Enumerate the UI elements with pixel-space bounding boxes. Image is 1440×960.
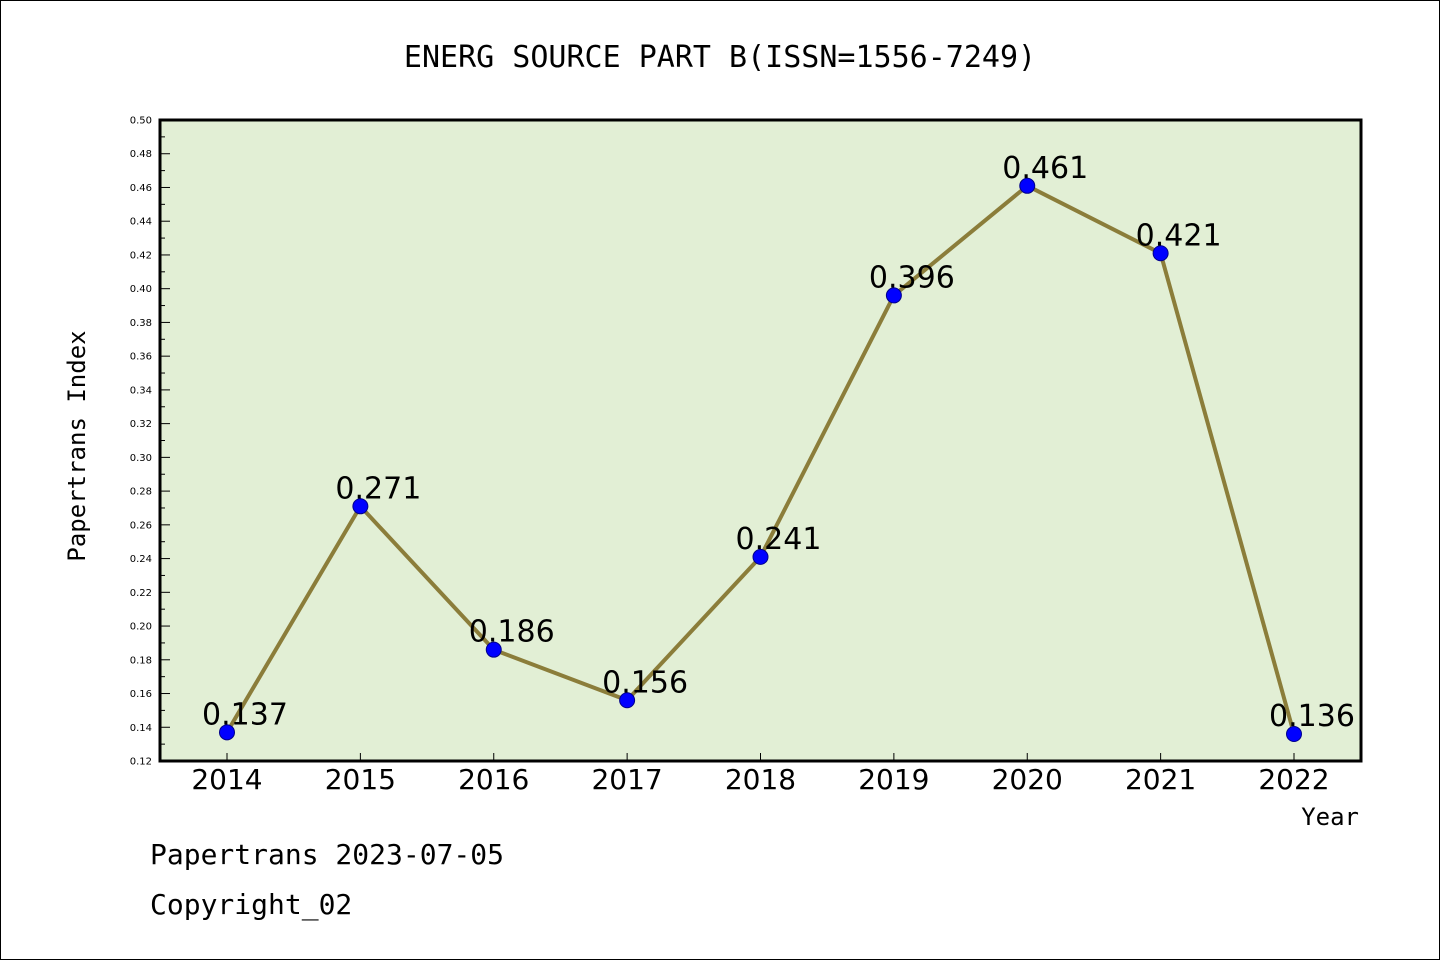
x-tick-label: 2017	[591, 763, 662, 796]
x-tick-label: 2022	[1258, 763, 1329, 796]
data-label-2022: 0.136	[1269, 699, 1355, 734]
y-axis: 0.12 0.14 0.16 0.18 0.20 0.22 0.24 0.26 0.28 0.30…	[130, 116, 170, 768]
data-point-2019	[885, 287, 902, 304]
y-tick-label: 0.14	[130, 723, 152, 734]
data-point-2020	[1019, 177, 1036, 194]
x-tick-label: 2021	[1125, 763, 1196, 796]
x-tick-label: 2015	[325, 763, 396, 796]
x-tick-label: 2014	[191, 763, 262, 796]
y-tick-label: 0.20	[130, 622, 152, 633]
y-tick-label: 0.36	[130, 352, 152, 363]
data-label-2019: 0.396	[869, 260, 955, 295]
y-tick-label: 0.12	[130, 757, 152, 768]
y-tick-label: 0.24	[130, 554, 152, 565]
series-markers	[219, 177, 1302, 743]
data-point-2018	[752, 548, 769, 565]
y-tick-label: 0.26	[130, 520, 152, 531]
data-point-2014	[219, 724, 235, 741]
x-tick-label: 2019	[858, 763, 929, 796]
y-tick-label: 0.22	[130, 588, 152, 599]
y-tick-label: 0.30	[130, 453, 152, 464]
footer-date: Papertrans 2023-07-05	[150, 838, 504, 871]
plot-area	[158, 118, 1363, 763]
y-tick-label: 0.40	[130, 284, 152, 295]
x-tick-label: 2018	[725, 763, 796, 796]
data-point-2016	[485, 641, 502, 658]
data-label-2017: 0.156	[602, 665, 688, 700]
y-tick-label: 0.32	[130, 419, 152, 430]
chart-title: ENERG SOURCE PART B(ISSN=1556-7249)	[404, 40, 1036, 75]
data-point-2015	[352, 498, 369, 515]
x-axis-label: Year	[1301, 803, 1359, 831]
y-tick-label: 0.48	[130, 149, 152, 160]
y-tick-label: 0.44	[130, 217, 152, 228]
y-tick-label: 0.16	[130, 689, 152, 700]
data-label-2018: 0.241	[736, 522, 822, 557]
y-tick-label: 0.34	[130, 385, 152, 396]
y-axis-label: Papertrans Index	[63, 330, 91, 561]
data-label-2021: 0.421	[1136, 218, 1222, 253]
y-tick-label: 0.18	[130, 655, 152, 666]
y-tick-label: 0.50	[130, 116, 152, 127]
footer-copyright: Copyright_02	[150, 888, 352, 922]
data-label-2014: 0.137	[202, 697, 288, 732]
y-tick-label: 0.28	[130, 487, 152, 498]
y-tick-label: 0.38	[130, 318, 152, 329]
data-label-2020: 0.461	[1002, 151, 1088, 186]
data-point-2017	[619, 692, 636, 709]
x-tick-label: 2016	[458, 763, 529, 796]
data-point-2021	[1152, 245, 1169, 262]
x-axis: 2014 2015 2016 2017 2018 2019 2020 2021 2022	[191, 753, 1330, 796]
y-tick-label: 0.46	[130, 183, 152, 194]
data-point-2022	[1286, 726, 1302, 743]
data-label-2016: 0.186	[469, 615, 555, 650]
data-label-2015: 0.271	[335, 471, 421, 506]
y-tick-label: 0.42	[130, 250, 152, 261]
x-tick-label: 2020	[992, 763, 1063, 796]
data-labels: 0.137 0.271 0.186 0.156 0.241 0.396 0.461 0.421…	[202, 151, 1355, 734]
